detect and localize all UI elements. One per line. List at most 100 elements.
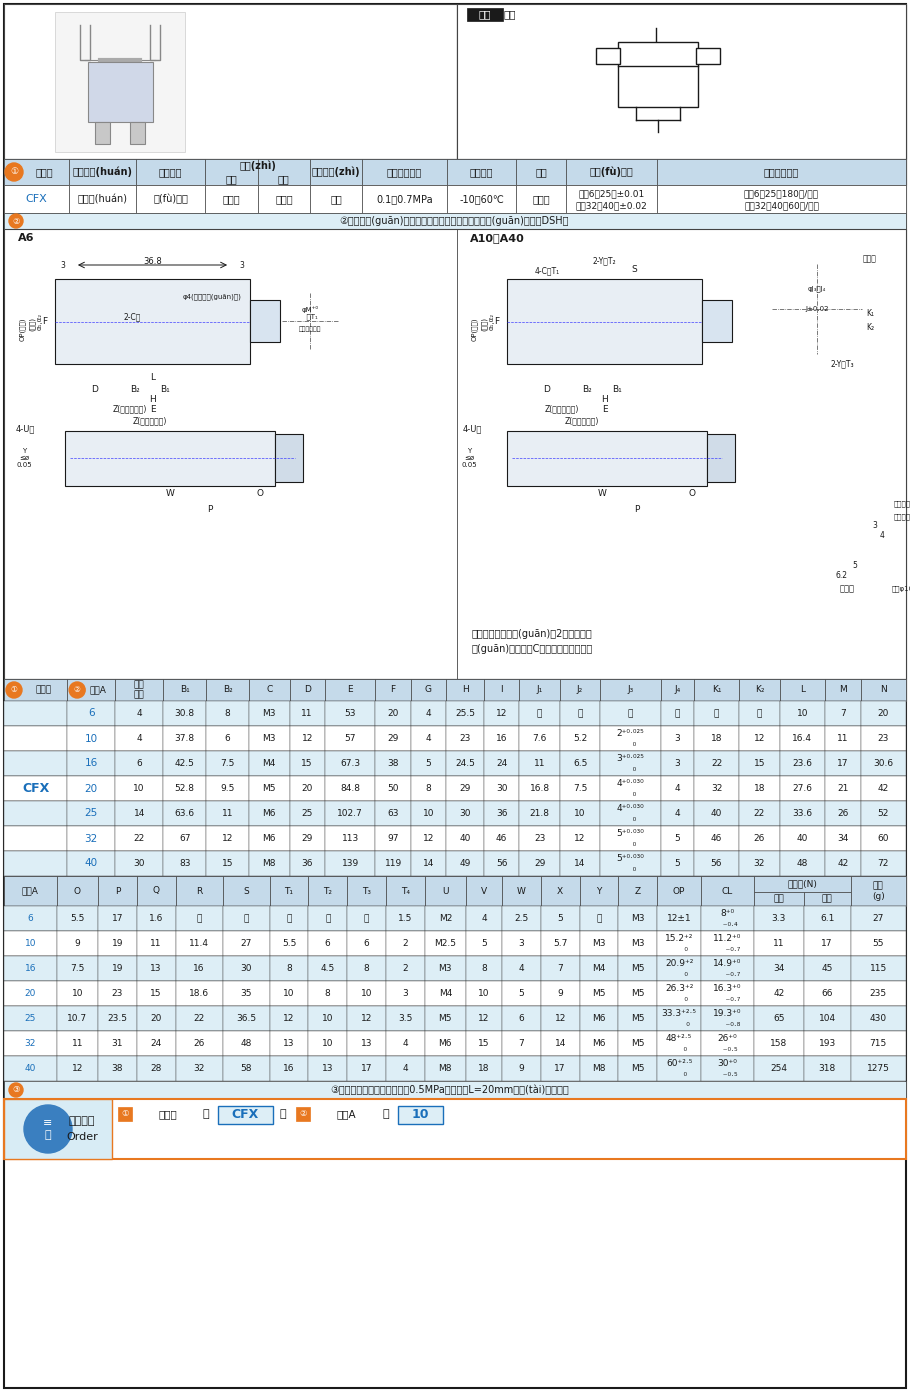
Text: 給油: 給油: [535, 167, 547, 177]
Bar: [657, 1057, 702, 1082]
Bar: [118, 1107, 132, 1121]
Bar: [308, 1057, 347, 1082]
Bar: [780, 851, 825, 876]
Text: M3: M3: [631, 915, 644, 923]
Bar: [693, 727, 739, 752]
Bar: [825, 752, 861, 775]
Text: 工作介質(zhì): 工作介質(zhì): [312, 167, 360, 177]
Text: F: F: [494, 317, 500, 326]
Bar: [466, 981, 502, 1006]
Text: 21.8: 21.8: [530, 809, 550, 818]
Circle shape: [809, 496, 885, 572]
Bar: [425, 931, 466, 956]
Text: 20: 20: [877, 709, 889, 718]
Text: 放大圖: 放大圖: [863, 255, 877, 263]
Bar: [163, 679, 207, 702]
Text: P: P: [207, 504, 213, 514]
Text: 33.6: 33.6: [793, 809, 813, 818]
Bar: [207, 851, 249, 876]
Text: 10: 10: [322, 1013, 333, 1023]
Text: 3.5: 3.5: [398, 1013, 412, 1023]
Text: 66: 66: [822, 988, 833, 998]
Text: 4: 4: [880, 532, 885, 540]
Text: 26.3⁺²
     ₀: 26.3⁺² ₀: [665, 984, 693, 1004]
Circle shape: [5, 163, 23, 181]
Bar: [618, 1031, 657, 1057]
Bar: [116, 825, 163, 851]
Bar: [780, 800, 825, 825]
Bar: [163, 825, 207, 851]
Circle shape: [772, 264, 862, 354]
Bar: [4, 185, 906, 213]
Text: ②: ②: [12, 217, 20, 226]
Text: 7: 7: [519, 1038, 524, 1048]
Text: 缸徑32～40：±0.02: 缸徑32～40：±0.02: [576, 202, 647, 210]
Bar: [661, 800, 693, 825]
Text: Y
≤ø
0.05: Y ≤ø 0.05: [16, 448, 32, 468]
Bar: [386, 1031, 425, 1057]
Text: 有無磁環(huán): 有無磁環(huán): [73, 167, 133, 177]
Text: 4: 4: [674, 784, 680, 793]
Text: M2: M2: [439, 915, 452, 923]
Text: －: －: [203, 1109, 209, 1119]
Text: 7.5: 7.5: [220, 759, 235, 768]
Bar: [780, 702, 825, 727]
Text: 60: 60: [877, 834, 889, 844]
Bar: [223, 906, 269, 931]
Text: 26: 26: [753, 834, 765, 844]
Bar: [4, 1057, 906, 1082]
Circle shape: [84, 454, 92, 462]
Text: 26: 26: [194, 1038, 205, 1048]
Bar: [753, 876, 851, 892]
Text: 18: 18: [711, 734, 723, 743]
Text: 36.8: 36.8: [143, 256, 162, 266]
Bar: [176, 981, 223, 1006]
Text: 318: 318: [818, 1063, 835, 1073]
Text: O: O: [74, 887, 81, 895]
Text: (鉸合): (鉸合): [480, 317, 487, 331]
Text: I: I: [501, 685, 503, 695]
Text: 4: 4: [674, 809, 680, 818]
Text: 63.6: 63.6: [175, 809, 195, 818]
Text: 11: 11: [72, 1038, 83, 1048]
Text: 5: 5: [853, 561, 857, 571]
Text: K₁: K₁: [866, 309, 874, 319]
Bar: [825, 679, 861, 702]
Text: ③表中夾持力是在工作氣壓為0.5MPa，夾持點L=20mm狀態(tài)時的值。: ③表中夾持力是在工作氣壓為0.5MPa，夾持點L=20mm狀態(tài)時的值。: [330, 1084, 570, 1096]
Text: ≡
⌒: ≡ ⌒: [44, 1118, 53, 1140]
Bar: [56, 981, 98, 1006]
Bar: [249, 727, 289, 752]
Text: 16.3⁺⁰
    ₋₀.₇: 16.3⁺⁰ ₋₀.₇: [713, 984, 742, 1004]
Text: 3.3: 3.3: [772, 915, 786, 923]
Bar: [466, 906, 502, 931]
Text: B₂: B₂: [223, 685, 232, 695]
Bar: [601, 702, 661, 727]
Text: 缸徑A: 缸徑A: [22, 887, 39, 895]
Text: 14: 14: [554, 1038, 566, 1048]
Text: 符号: 符号: [479, 10, 491, 19]
Bar: [861, 775, 906, 800]
Bar: [4, 800, 906, 825]
Bar: [56, 956, 98, 981]
Text: M5: M5: [631, 965, 644, 973]
Bar: [376, 825, 410, 851]
Text: 34: 34: [773, 965, 784, 973]
Text: 24.5: 24.5: [455, 759, 475, 768]
Bar: [618, 981, 657, 1006]
Bar: [661, 727, 693, 752]
Bar: [136, 956, 176, 981]
Bar: [223, 1057, 269, 1082]
Text: 52.8: 52.8: [175, 784, 195, 793]
Text: 12: 12: [360, 1013, 372, 1023]
Bar: [269, 931, 308, 956]
Text: 可用作定位孔: 可用作定位孔: [298, 326, 321, 331]
Text: P: P: [634, 504, 640, 514]
Text: 7.5: 7.5: [573, 784, 587, 793]
Text: J₁: J₁: [537, 685, 542, 695]
Bar: [269, 956, 308, 981]
Bar: [258, 185, 310, 213]
Bar: [520, 825, 560, 851]
Text: M2.5: M2.5: [434, 940, 456, 948]
Bar: [207, 702, 249, 727]
Bar: [466, 1057, 502, 1082]
